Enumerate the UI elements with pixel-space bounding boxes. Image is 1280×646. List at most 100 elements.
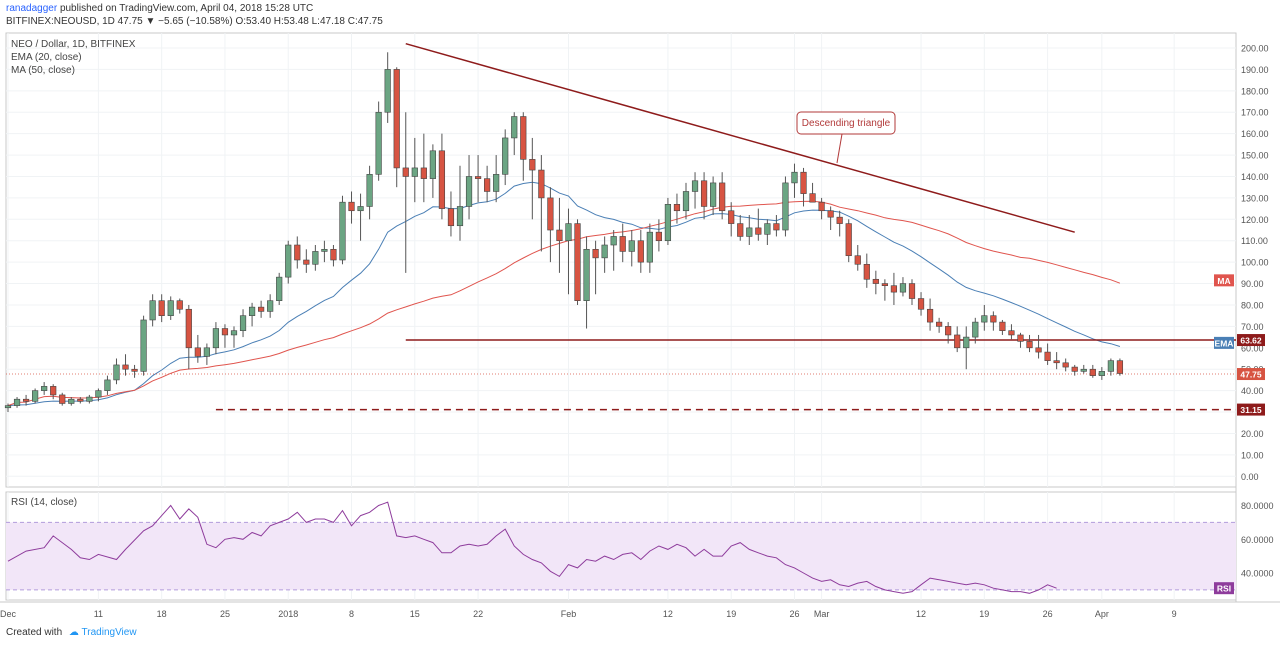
x-tick-label: 2018 — [278, 609, 298, 619]
candle-body — [203, 347, 210, 357]
candle-body — [547, 197, 554, 231]
candle-body — [239, 315, 247, 331]
candle-body — [1089, 368, 1096, 376]
candle-body — [221, 328, 229, 336]
ema-line — [7, 181, 1121, 407]
rsi-value-tag — [1214, 582, 1234, 595]
candle-body — [556, 229, 563, 242]
y-tick-label: 110.00 — [1241, 236, 1268, 246]
chart-title: NEO / Dollar, 1D, BITFINEX — [11, 39, 136, 50]
symbol-info: BITFINEX:NEOUSD, 1D 47.75 ▼ −5.65 (−10.5… — [6, 16, 383, 27]
candle-body — [529, 159, 536, 171]
candle-body — [655, 231, 662, 242]
ma-legend[interactable]: MA (50, close) — [11, 65, 75, 76]
descending-triangle-callout: Descending triangle — [796, 111, 896, 164]
price-label-EMA — [1214, 336, 1234, 349]
candle-body — [321, 248, 328, 252]
candle-body — [990, 315, 997, 323]
rsi-tag-text: RSI — [1217, 584, 1231, 594]
candle-body — [312, 251, 319, 265]
price-label-text: 31.15 — [1240, 405, 1262, 415]
candle-body — [13, 398, 21, 406]
x-tick-label: Apr — [1095, 609, 1109, 619]
candle-body — [682, 191, 690, 212]
candle-body — [50, 386, 57, 396]
x-tick-label: 11 — [94, 609, 103, 619]
candle-body — [908, 283, 916, 299]
tradingview-logo[interactable]: ☁ TradingView — [68, 627, 137, 638]
candle-body — [294, 244, 301, 261]
candle-body — [339, 201, 346, 261]
x-tick-label: 26 — [1043, 609, 1053, 619]
candle-body — [348, 201, 355, 212]
x-tick-label: 8 — [349, 609, 354, 619]
brand-name: TradingView — [81, 627, 137, 638]
candle-body — [212, 328, 220, 349]
candle-body — [1107, 360, 1114, 372]
candle-body — [917, 298, 925, 310]
candle-body — [438, 150, 446, 209]
candle-body — [502, 137, 509, 175]
candle-body — [619, 236, 626, 252]
candle-body — [565, 223, 572, 242]
candle-body — [303, 259, 310, 265]
candle-body — [773, 223, 780, 231]
candle-body — [583, 248, 590, 301]
candle-body — [872, 278, 879, 284]
author-link[interactable]: ranadagger — [6, 3, 58, 14]
candle-body — [764, 223, 771, 235]
candle-body — [384, 69, 391, 113]
candle-body — [113, 364, 120, 381]
candle-body — [32, 390, 39, 402]
callout-pointer — [836, 133, 843, 164]
candle-body — [719, 182, 726, 212]
candle-body — [954, 334, 961, 349]
candle-body — [610, 236, 617, 246]
ma-line — [7, 200, 1121, 407]
callout-box — [796, 111, 896, 135]
footer: Created with ☁ TradingView — [6, 627, 137, 638]
candle-body — [963, 336, 970, 349]
candle-body — [267, 300, 274, 312]
candle-body — [393, 69, 400, 169]
candle-body — [375, 111, 382, 175]
candle-body — [149, 300, 156, 321]
candle-body — [981, 315, 988, 323]
candle-body — [474, 176, 482, 179]
candle-body — [1053, 360, 1060, 364]
candle-body — [945, 326, 952, 336]
rsi-legend[interactable]: RSI (14, close) — [11, 497, 78, 508]
candle-body — [746, 227, 753, 237]
candle-body — [646, 231, 653, 263]
chart-legend: NEO / Dollar, 1D, BITFINEX EMA (20, clos… — [11, 38, 135, 77]
y-tick-label: 190.00 — [1241, 65, 1269, 75]
candle-body — [520, 116, 527, 160]
candle-body — [827, 210, 834, 218]
candle-body — [248, 306, 256, 316]
candle-body — [511, 116, 518, 139]
candle-body — [357, 206, 364, 212]
candle-body — [637, 240, 644, 263]
y-tick-label: 80.00 — [1241, 300, 1264, 310]
candle-body — [691, 180, 699, 192]
y-tick-label: 180.00 — [1241, 86, 1269, 96]
rsi-y-tick-label: 80.0000 — [1241, 501, 1274, 511]
candle-body — [881, 283, 888, 286]
price-label-text: MA — [1217, 276, 1230, 286]
y-tick-label: 150.00 — [1241, 151, 1269, 161]
ema-legend[interactable]: EMA (20, close) — [11, 52, 82, 63]
y-tick-label: 100.00 — [1241, 258, 1269, 268]
price-label-text: 63.62 — [1240, 336, 1262, 346]
y-tick-label: 200.00 — [1241, 43, 1269, 53]
price-label-text: EMA — [1215, 338, 1234, 348]
candle-body — [77, 398, 84, 402]
candle-body — [68, 398, 75, 404]
candle-body — [800, 171, 807, 194]
price-label-resistance — [1237, 334, 1265, 347]
x-tick-label: 25 — [220, 609, 230, 619]
candle-body — [429, 150, 436, 179]
header: ranadagger published on TradingView.com,… — [0, 0, 1280, 30]
rsi-y-tick-label: 40.0000 — [1241, 569, 1274, 579]
y-tick-label: 20.00 — [1241, 429, 1264, 439]
